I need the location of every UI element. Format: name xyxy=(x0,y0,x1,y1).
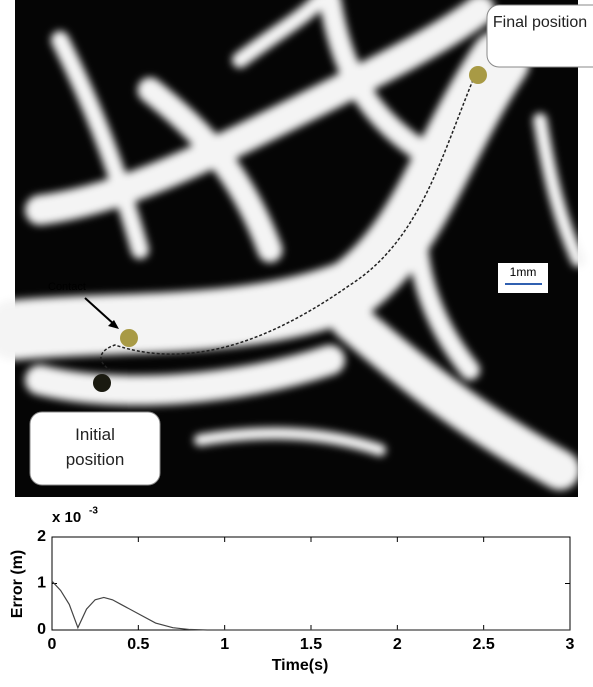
contact-marker xyxy=(120,329,138,347)
contact-label: Contact xyxy=(48,281,86,293)
y-tick-label: 1 xyxy=(37,575,46,592)
x-tick-label: 0 xyxy=(48,636,57,653)
x-axis-label: Time(s) xyxy=(272,657,329,674)
x-tick-label: 3 xyxy=(566,636,575,653)
final-marker xyxy=(469,66,487,84)
y-axis-label: Error (m) xyxy=(9,550,26,618)
x-tick-label: 1 xyxy=(220,636,229,653)
initial-marker xyxy=(93,374,111,392)
error-chart: x 10 -3 Time(s) Error (m) 0 0.5 1 1.5 2 2.5 3 0… xyxy=(9,506,574,675)
initial-label: Initial position xyxy=(35,422,155,472)
y-tick-label: 2 xyxy=(37,528,46,545)
plot-frame xyxy=(52,537,570,630)
x-tick-label: 2 xyxy=(393,636,402,653)
initial-label-wrap: Initial position xyxy=(35,422,155,478)
x-tick-label: 1.5 xyxy=(300,636,322,653)
y-tick-label: 0 xyxy=(37,621,46,638)
micrograph: Contact 1mm Final position Initial posit… xyxy=(15,0,593,497)
y-multiplier: x 10 xyxy=(52,509,81,526)
x-tick-label: 2.5 xyxy=(473,636,495,653)
figure: Contact 1mm Final position Initial posit… xyxy=(0,0,593,687)
final-label: Final position xyxy=(490,12,590,34)
x-tick-label: 0.5 xyxy=(127,636,149,653)
y-multiplier-exp: -3 xyxy=(89,506,98,517)
scale-label: 1mm xyxy=(510,265,537,279)
final-label-wrap: Final position xyxy=(490,12,593,64)
